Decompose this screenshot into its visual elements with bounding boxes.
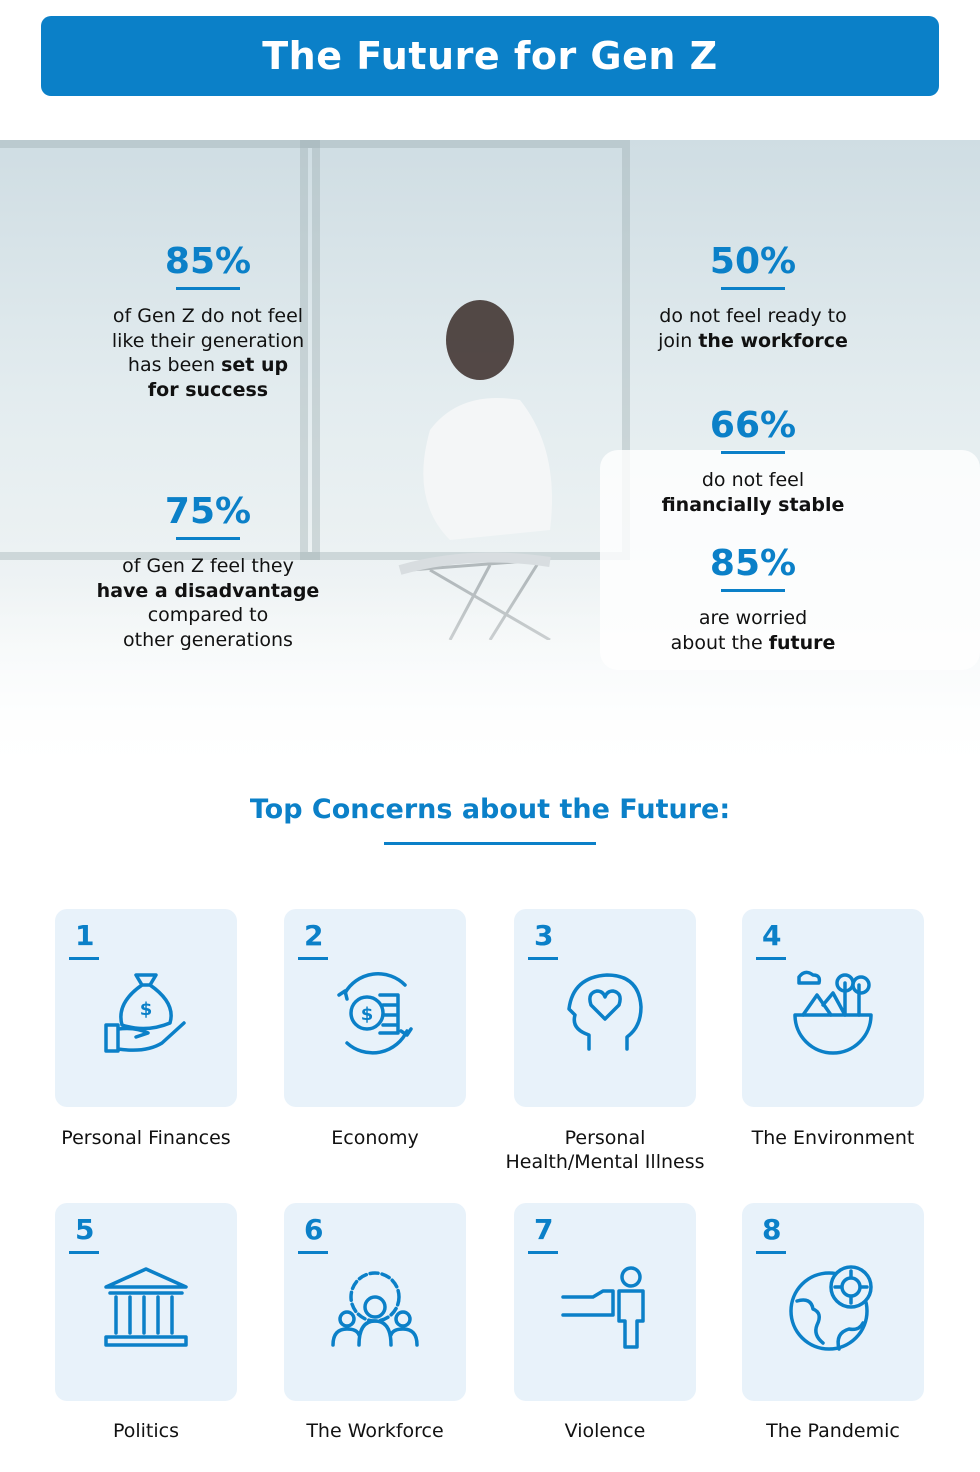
rank-underline <box>298 957 328 960</box>
concern-label: Personal Health/Mental Illness <box>505 1127 705 1173</box>
stat-text: about the <box>670 631 769 654</box>
stat-text-line: of Gen Z do not feel <box>68 304 348 329</box>
concern-rank: 4 <box>762 919 782 952</box>
stat-block: 66% do not feel financially stable <box>613 405 893 517</box>
rank-underline <box>298 1251 328 1254</box>
concern-card: 8 <box>742 1203 924 1401</box>
money-bag-hand-icon: $ <box>104 973 186 1053</box>
stat-text-line: other generations <box>68 628 348 653</box>
stat-emphasis: set up <box>221 354 289 376</box>
stat-block: 85% of Gen Z do not feel like their genera… <box>68 241 348 402</box>
concern-label: The Pandemic <box>766 1420 900 1442</box>
concern-label: The Workforce <box>306 1420 444 1442</box>
stat-text: are worried <box>698 607 808 629</box>
fist-person-icon <box>561 1266 645 1349</box>
coins-cycle-icon: $ <box>337 972 413 1055</box>
hero-photo <box>0 140 980 780</box>
concern-card: 4 <box>742 909 924 1107</box>
concern-label: Violence <box>564 1420 646 1442</box>
stat-text-line: do not feel ready to <box>613 304 893 329</box>
concern-rank: 2 <box>304 919 324 952</box>
concern-label: The Environment <box>751 1127 915 1149</box>
stat-value: 50% <box>709 241 797 282</box>
stat-emphasis: financially stable <box>661 493 845 516</box>
stat-text-line: about the future <box>613 631 893 656</box>
stat-text-line: join the workforce <box>613 329 893 354</box>
concern-rank: 6 <box>304 1213 324 1246</box>
stat-text-line: has been set up <box>68 353 348 378</box>
stat-text: join <box>658 329 699 352</box>
concern-rank: 3 <box>534 919 554 952</box>
concern-card: 3 <box>514 909 696 1107</box>
concern-card: 2 $ <box>284 909 466 1107</box>
stat-emphasis: the workforce <box>698 329 848 352</box>
rank-underline <box>69 1251 99 1254</box>
stat-text-line: compared to <box>68 603 348 628</box>
stat-value: 85% <box>709 543 797 584</box>
stat-text: do not feel ready to <box>659 305 847 327</box>
concerns-heading: Top Concerns about the Future: <box>249 794 731 825</box>
rank-underline <box>528 1251 558 1254</box>
concern-card: 1 $ <box>55 909 237 1107</box>
stat-emphasis: for success <box>147 378 269 401</box>
stat-text-line: like their generation <box>68 329 348 354</box>
concern-card: 7 <box>514 1203 696 1401</box>
stat-text: like their generation <box>111 329 305 352</box>
stat-text-line: have a disadvantage <box>68 579 348 604</box>
government-building-icon <box>104 1267 188 1347</box>
concern-rank: 7 <box>534 1213 554 1246</box>
stat-underline <box>721 589 785 592</box>
stat-text: of Gen Z do not feel <box>112 305 304 327</box>
stat-value: 85% <box>164 241 252 282</box>
stat-block: 50% do not feel ready to join the workforc… <box>613 241 893 353</box>
concern-label: Politics <box>112 1420 180 1442</box>
stat-underline <box>176 537 240 540</box>
team-gear-icon <box>331 1271 419 1347</box>
title-banner: The Future for Gen Z <box>41 16 939 96</box>
window-frame <box>0 140 320 560</box>
page-title: The Future for Gen Z <box>262 34 718 78</box>
stat-underline <box>721 451 785 454</box>
stat-text-line: of Gen Z feel they <box>68 554 348 579</box>
photo-fade <box>0 580 980 780</box>
stat-text: compared to <box>147 604 269 626</box>
concern-card: 6 <box>284 1203 466 1401</box>
stat-block: 85% are worried about the future <box>613 543 893 655</box>
concern-rank: 1 <box>75 919 95 952</box>
stat-text-line: financially stable <box>613 493 893 518</box>
stat-emphasis: future <box>768 631 836 654</box>
stat-text: other generations <box>123 628 293 651</box>
concern-label: Personal Finances <box>61 1127 231 1149</box>
stat-text: of Gen Z feel they <box>122 555 294 577</box>
concern-rank: 8 <box>762 1213 782 1246</box>
stat-text: has been <box>127 354 222 376</box>
stat-text-line: are worried <box>613 606 893 631</box>
rank-underline <box>756 1251 786 1254</box>
stat-underline <box>176 287 240 290</box>
stat-value: 75% <box>164 491 252 532</box>
stat-text-line: for success <box>68 378 348 403</box>
stat-value: 66% <box>709 405 797 446</box>
head-heart-icon <box>567 973 643 1051</box>
stat-text-line: do not feel <box>613 468 893 493</box>
stat-underline <box>721 287 785 290</box>
earth-nature-icon <box>793 970 873 1055</box>
heading-underline <box>384 842 596 845</box>
globe-virus-icon <box>789 1265 873 1351</box>
svg-text:$: $ <box>140 999 153 1020</box>
stat-block: 75% of Gen Z feel they have a disadvantage… <box>68 491 348 652</box>
concern-card: 5 <box>55 1203 237 1401</box>
svg-text:$: $ <box>361 1004 374 1025</box>
rank-underline <box>69 957 99 960</box>
stat-emphasis: have a disadvantage <box>96 579 320 602</box>
concern-rank: 5 <box>75 1213 95 1246</box>
concern-label: Economy <box>331 1127 419 1149</box>
stat-text: do not feel <box>701 469 805 491</box>
rank-underline <box>756 957 786 960</box>
rank-underline <box>528 957 558 960</box>
